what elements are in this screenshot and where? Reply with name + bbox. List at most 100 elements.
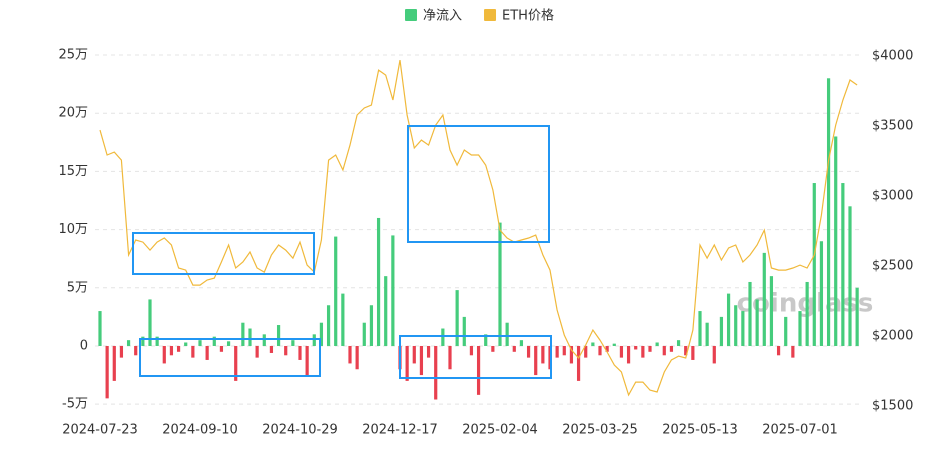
bar	[834, 136, 838, 346]
bar	[826, 78, 831, 346]
bar	[162, 345, 166, 364]
bar	[619, 345, 624, 358]
bar	[276, 325, 281, 346]
x-tick-label: 2025-07-01	[762, 423, 838, 438]
bar	[391, 235, 395, 346]
bar	[119, 345, 124, 358]
bar	[762, 252, 766, 346]
highlight-box	[139, 338, 321, 377]
x-tick-label: 2024-10-29	[262, 423, 338, 438]
bar	[448, 345, 452, 370]
bar	[634, 345, 638, 350]
bar	[176, 345, 181, 352]
bar	[798, 311, 802, 346]
bar	[684, 345, 688, 356]
bar	[519, 340, 524, 346]
y-tick-label: 0	[80, 338, 88, 353]
bar	[191, 345, 195, 358]
bar	[319, 322, 324, 346]
bar	[641, 345, 645, 358]
bar	[791, 345, 795, 358]
bar	[505, 322, 509, 346]
bar	[205, 345, 209, 360]
legend-swatch	[484, 9, 497, 21]
bar	[734, 305, 738, 346]
y2-tick-label: $3500	[872, 119, 913, 134]
bar	[376, 217, 381, 346]
bar	[112, 345, 116, 381]
y2-tick-label: $2000	[872, 329, 913, 344]
bar	[384, 276, 388, 346]
bar	[255, 345, 259, 358]
bar	[419, 345, 424, 376]
bar	[512, 345, 516, 352]
y2-tick-label: $3000	[872, 189, 913, 204]
bar	[198, 340, 202, 346]
legend-label: ETH价格	[502, 8, 554, 24]
legend-swatch	[405, 9, 417, 21]
bar	[855, 287, 859, 346]
bar	[226, 341, 231, 346]
bar	[441, 328, 445, 346]
y-tick-label: 10万	[58, 222, 88, 237]
bar	[784, 316, 788, 346]
y2-tick-label: $4000	[872, 49, 913, 64]
bar	[655, 342, 659, 346]
bar	[184, 342, 188, 346]
y-tick-label: -5万	[62, 397, 88, 412]
x-tick-label: 2025-03-25	[562, 423, 638, 438]
bar	[691, 345, 695, 360]
bar	[662, 345, 666, 356]
bar	[134, 345, 138, 356]
bar	[741, 311, 745, 346]
y-tick-label: 20万	[58, 106, 88, 121]
y2-tick-label: $2500	[872, 259, 913, 274]
x-tick-label: 2024-09-10	[162, 423, 238, 438]
bar	[648, 345, 652, 352]
bar	[284, 345, 288, 356]
y2-tick-label: $1500	[872, 399, 913, 414]
bar	[726, 293, 731, 346]
bar	[141, 336, 145, 346]
bar	[776, 345, 781, 356]
bar	[326, 305, 331, 346]
bar	[298, 345, 302, 360]
bar	[476, 345, 481, 395]
bar	[234, 345, 238, 381]
bar	[812, 183, 816, 346]
x-tick-label: 2024-12-17	[362, 423, 438, 438]
bar	[405, 345, 409, 381]
bar	[291, 340, 295, 346]
bar	[584, 345, 588, 358]
bar	[169, 345, 174, 356]
bar	[755, 299, 759, 346]
bar	[362, 322, 366, 346]
bar	[248, 328, 252, 346]
bar	[241, 322, 245, 346]
bar	[598, 345, 602, 356]
bar	[105, 345, 109, 399]
highlight-box	[132, 232, 315, 275]
bar	[769, 276, 774, 346]
bar	[269, 345, 274, 353]
highlight-box	[399, 335, 552, 379]
bar	[155, 336, 159, 346]
bar	[126, 340, 131, 346]
bar	[712, 345, 716, 364]
bar	[526, 345, 531, 358]
bar	[534, 345, 538, 376]
bar	[562, 345, 566, 356]
bar	[355, 345, 359, 370]
bar	[848, 206, 852, 346]
bar	[341, 293, 345, 346]
bar	[576, 345, 581, 381]
x-tick-label: 2024-07-23	[62, 423, 138, 438]
y-tick-label: 5万	[67, 280, 88, 295]
bar	[669, 345, 674, 352]
bar	[569, 345, 574, 364]
bar	[841, 183, 845, 346]
legend-label: 净流入	[423, 9, 462, 24]
bar	[719, 316, 724, 346]
bar	[591, 342, 595, 346]
bar	[98, 311, 102, 346]
